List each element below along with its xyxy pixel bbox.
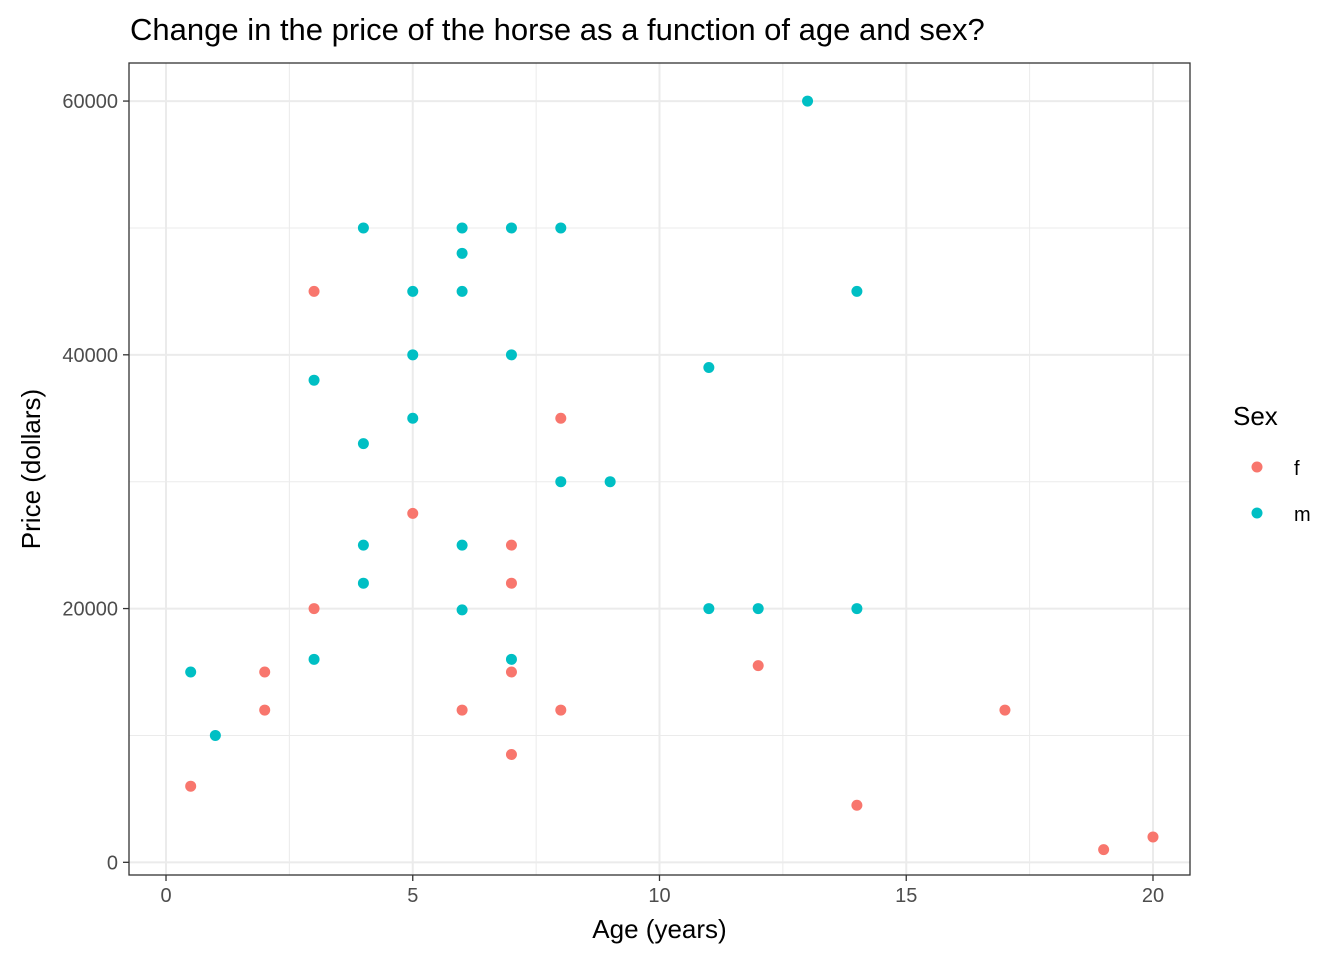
data-point-m <box>456 539 468 551</box>
data-point-m <box>802 95 814 107</box>
legend-key-f <box>1251 461 1263 473</box>
y-axis-ticks: 0 20000 40000 60000 <box>62 91 129 874</box>
data-point-m <box>703 362 715 373</box>
data-point-f <box>999 704 1011 716</box>
data-point-m <box>456 222 468 234</box>
data-point-m <box>505 653 517 665</box>
chart-title: Change in the price of the horse as a fu… <box>130 12 985 47</box>
data-point-m <box>505 222 517 234</box>
data-point-f <box>1098 844 1110 856</box>
legend: Sex f m <box>1233 401 1311 526</box>
data-point-f <box>259 666 271 678</box>
data-point-f <box>505 666 517 678</box>
data-point-f <box>308 603 320 615</box>
data-point-f <box>555 704 567 716</box>
y-axis-title: Price (dollars) <box>16 389 46 549</box>
data-point-f <box>505 539 517 551</box>
data-point-m <box>357 539 369 551</box>
data-point-f <box>308 285 320 297</box>
data-point-m <box>308 653 320 665</box>
x-tick-label: 20 <box>1142 885 1164 907</box>
data-point-m <box>407 285 419 297</box>
data-point-m <box>357 222 369 234</box>
data-point-f <box>259 704 271 716</box>
y-tick-label: 60000 <box>62 91 118 113</box>
legend-label-f: f <box>1294 458 1300 480</box>
data-point-f <box>1147 831 1159 843</box>
x-tick-label: 0 <box>160 885 171 907</box>
data-point-m <box>604 476 616 488</box>
data-point-m <box>752 603 764 615</box>
data-point-f <box>456 704 468 716</box>
x-tick-label: 15 <box>895 885 917 907</box>
y-tick-label: 0 <box>107 852 118 874</box>
data-point-m <box>456 285 468 297</box>
x-axis-title: Age (years) <box>592 914 726 944</box>
data-point-m <box>185 666 197 678</box>
data-point-f <box>505 577 517 589</box>
data-point-m <box>407 412 419 424</box>
data-point-f <box>407 507 419 519</box>
data-point-m <box>456 247 468 259</box>
data-point-m <box>209 729 221 741</box>
x-tick-label: 5 <box>407 885 418 907</box>
legend-label-m: m <box>1294 504 1311 526</box>
data-point-m <box>456 604 468 616</box>
data-point-m <box>555 222 567 234</box>
major-gridlines <box>129 63 1190 875</box>
data-point-m <box>357 438 369 450</box>
data-point-f <box>185 780 197 792</box>
data-point-m <box>703 603 715 615</box>
legend-key-m <box>1251 507 1263 519</box>
data-point-m <box>851 285 863 297</box>
legend-title: Sex <box>1233 401 1278 431</box>
x-axis-ticks: 0 5 10 15 20 <box>160 875 1164 907</box>
y-tick-label: 40000 <box>62 345 118 367</box>
data-point-m <box>851 603 863 615</box>
data-point-f <box>505 748 517 760</box>
data-point-f <box>555 412 567 424</box>
data-point-f <box>752 660 764 672</box>
data-point-m <box>555 476 567 488</box>
data-point-m <box>407 349 419 361</box>
data-point-f <box>851 799 863 811</box>
data-point-m <box>505 349 517 361</box>
data-points <box>185 95 1159 856</box>
data-point-m <box>308 374 320 386</box>
data-point-m <box>357 577 369 589</box>
x-tick-label: 10 <box>648 885 670 907</box>
y-tick-label: 20000 <box>62 599 118 621</box>
